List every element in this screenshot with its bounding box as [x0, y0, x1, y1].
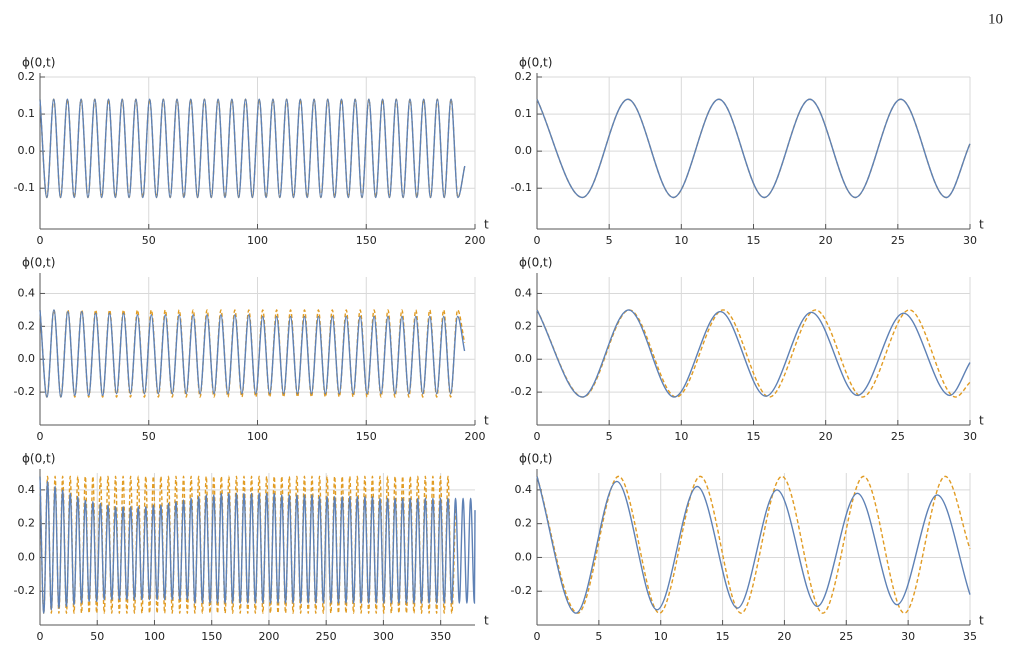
- series-line: [39, 98, 466, 199]
- x-tick-label: 25: [839, 630, 853, 643]
- x-tick-label: 250: [316, 630, 337, 643]
- page-number: 10: [988, 11, 1003, 27]
- x-tick-label: 50: [90, 630, 104, 643]
- y-tick-label: 0.4: [515, 286, 533, 299]
- series-line: [536, 98, 971, 199]
- x-tick-label: 50: [142, 234, 156, 247]
- series-line: [536, 476, 971, 614]
- y-tick-label: 0.1: [515, 107, 533, 120]
- x-tick-label: 100: [144, 630, 165, 643]
- series-line: [39, 309, 466, 398]
- x-tick-label: 5: [595, 630, 602, 643]
- x-tick-label: 200: [465, 234, 486, 247]
- x-axis-label: t: [484, 614, 489, 628]
- x-tick-label: 0: [37, 430, 44, 443]
- y-axis-label: ϕ(0,t): [22, 452, 55, 466]
- series-line: [536, 309, 971, 398]
- y-axis-label: ϕ(0,t): [519, 256, 552, 270]
- x-tick-label: 50: [142, 430, 156, 443]
- y-tick-label: 0.0: [18, 352, 36, 365]
- x-tick-label: 200: [465, 430, 486, 443]
- y-tick-label: 0.4: [18, 483, 36, 496]
- series-line: [39, 476, 476, 614]
- y-tick-label: -0.2: [511, 385, 532, 398]
- x-tick-label: 20: [777, 630, 791, 643]
- x-tick-label: 25: [891, 234, 905, 247]
- x-tick-label: 30: [963, 430, 977, 443]
- x-axis-label: t: [979, 614, 984, 628]
- x-tick-label: 5: [606, 234, 613, 247]
- y-tick-label: 0.2: [18, 517, 36, 530]
- y-tick-label: -0.1: [511, 181, 532, 194]
- x-tick-label: 15: [747, 430, 761, 443]
- y-tick-label: 0.4: [515, 483, 533, 496]
- y-tick-label: 0.2: [515, 517, 533, 530]
- x-tick-label: 25: [891, 430, 905, 443]
- x-tick-label: 0: [534, 234, 541, 247]
- x-tick-label: 0: [534, 630, 541, 643]
- x-axis-label: t: [979, 414, 984, 428]
- x-tick-label: 0: [37, 234, 44, 247]
- x-tick-label: 100: [247, 234, 268, 247]
- y-tick-label: 0.2: [515, 319, 533, 332]
- x-tick-label: 350: [430, 630, 451, 643]
- x-tick-label: 300: [373, 630, 394, 643]
- x-axis-label: t: [979, 218, 984, 232]
- x-tick-label: 10: [674, 430, 688, 443]
- x-tick-label: 10: [674, 234, 688, 247]
- y-tick-label: 0.4: [18, 286, 36, 299]
- y-tick-label: 0.1: [18, 107, 36, 120]
- y-tick-label: 0.2: [18, 319, 36, 332]
- x-tick-label: 100: [247, 430, 268, 443]
- y-tick-label: 0.0: [515, 550, 533, 563]
- y-tick-label: 0.0: [515, 352, 533, 365]
- x-tick-label: 5: [606, 430, 613, 443]
- y-tick-label: -0.2: [14, 385, 35, 398]
- series-line: [536, 475, 971, 614]
- y-tick-label: 0.0: [18, 144, 36, 157]
- x-tick-label: 35: [963, 630, 977, 643]
- x-axis-label: t: [484, 414, 489, 428]
- y-tick-label: -0.1: [14, 181, 35, 194]
- y-tick-label: -0.2: [14, 584, 35, 597]
- x-tick-label: 0: [534, 430, 541, 443]
- x-tick-label: 200: [258, 630, 279, 643]
- x-tick-label: 20: [819, 430, 833, 443]
- x-tick-label: 150: [201, 630, 222, 643]
- x-tick-label: 15: [747, 234, 761, 247]
- y-axis-label: ϕ(0,t): [22, 256, 55, 270]
- x-tick-label: 10: [654, 630, 668, 643]
- x-tick-label: 30: [901, 630, 915, 643]
- y-tick-label: 0.2: [515, 70, 533, 83]
- y-tick-label: 0.2: [18, 70, 36, 83]
- y-tick-label: -0.2: [511, 584, 532, 597]
- x-tick-label: 150: [356, 234, 377, 247]
- x-tick-label: 15: [716, 630, 730, 643]
- y-axis-label: ϕ(0,t): [519, 56, 552, 70]
- x-tick-label: 0: [37, 630, 44, 643]
- series-line: [39, 475, 457, 614]
- y-tick-label: 0.0: [18, 550, 36, 563]
- y-axis-label: ϕ(0,t): [519, 452, 552, 466]
- x-axis-label: t: [484, 218, 489, 232]
- x-tick-label: 20: [819, 234, 833, 247]
- x-tick-label: 30: [963, 234, 977, 247]
- x-tick-label: 150: [356, 430, 377, 443]
- y-axis-label: ϕ(0,t): [22, 56, 55, 70]
- y-tick-label: 0.0: [515, 144, 533, 157]
